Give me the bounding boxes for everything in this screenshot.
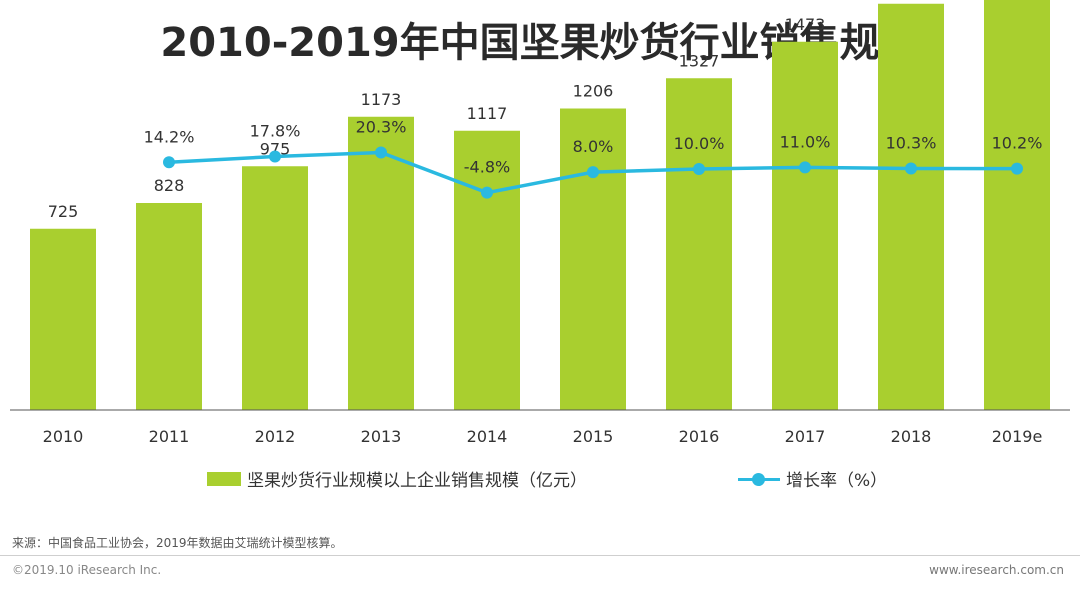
legend-bar-swatch [207,471,241,486]
bar-value-label: 1117 [467,104,508,123]
x-tick-label: 2010 [43,427,84,446]
x-tick-label: 2019e [992,427,1043,446]
growth-label: 17.8% [250,122,301,141]
growth-label: 8.0% [573,137,614,156]
bar-value-label: 1327 [679,51,720,70]
growth-point-2018 [905,162,917,175]
legend-line-label: 增长率（%） [786,471,888,491]
legend-bar: 坚果炒货行业规模以上企业销售规模（亿元） [207,466,587,491]
bar-2010 [30,228,96,410]
x-tick-label: 2011 [149,427,190,446]
growth-label: 10.0% [674,134,725,153]
bar-2013 [348,116,414,410]
bar-value-label: 725 [48,202,79,221]
growth-label: 11.0% [780,132,831,151]
x-tick-label: 2015 [573,427,614,446]
x-tick-label: 2018 [891,427,932,446]
growth-point-2017 [799,161,811,174]
bar-value-label: 975 [260,139,291,158]
growth-label: 10.2% [992,134,1043,153]
growth-label: 10.3% [886,134,937,153]
x-axis-tick-labels: 2010 2011 2012 2013 2014 2015 2016 2017 2018 2019… [43,427,1043,446]
growth-point-2012 [269,150,281,163]
bar-2016 [666,78,732,410]
bar-value-label: 1173 [361,90,402,109]
bar-series [30,0,1050,410]
legend-line-swatch [738,472,780,486]
growth-rate-labels: 14.2% 17.8% 20.3% -4.8% 8.0% 10.0% 11.0% 10.3% 1… [144,118,1043,177]
source-note: 来源：中国食品工业协会，2019年数据由艾瑞统计模型核算。 [12,536,343,550]
copyright: ©2019.10 iResearch Inc. [12,563,162,577]
growth-label: 14.2% [144,127,195,146]
legend-line: 增长率（%） [738,466,887,491]
x-tick-label: 2013 [361,427,402,446]
bar-2019e [984,0,1050,410]
growth-label: -4.8% [464,158,510,177]
growth-point-2011 [163,156,175,169]
bar-value-label: 1206 [573,82,614,101]
growth-point-2019e [1011,162,1023,175]
growth-point-2016 [693,162,705,175]
bar-2017 [772,41,838,410]
x-tick-label: 2012 [255,427,296,446]
combo-chart: 7258289751173111712061327147316251791 20… [10,0,1070,446]
footer-divider [0,555,1080,556]
bar-2015 [560,108,626,410]
website-link[interactable]: www.iresearch.com.cn [929,563,1064,577]
bar-2012 [242,166,308,410]
bar-2014 [454,130,520,410]
growth-rate-points [163,146,1023,199]
growth-point-2014 [481,186,493,199]
x-tick-label: 2014 [467,427,508,446]
bar-value-label: 828 [154,176,185,195]
bar-value-label: 1473 [785,15,826,34]
growth-label: 20.3% [356,118,407,137]
x-tick-label: 2016 [679,427,720,446]
x-tick-label: 2017 [785,427,826,446]
bar-2011 [136,203,202,410]
bar-2018 [878,3,944,410]
growth-point-2013 [375,146,387,159]
growth-point-2015 [587,166,599,179]
legend-bar-label: 坚果炒货行业规模以上企业销售规模（亿元） [247,471,587,491]
bar-value-labels: 7258289751173111712061327147316251791 [48,15,826,221]
